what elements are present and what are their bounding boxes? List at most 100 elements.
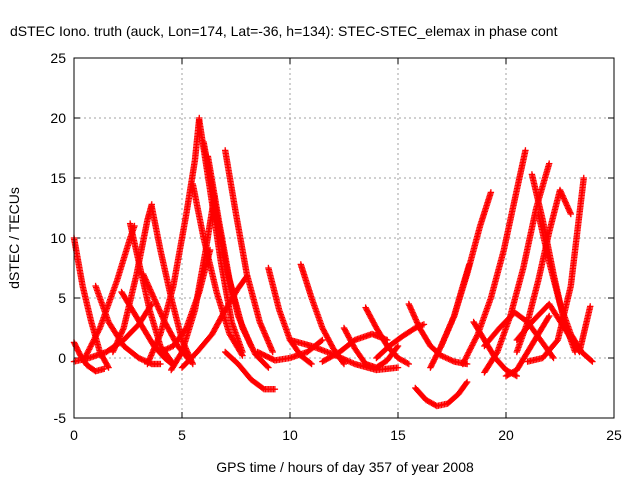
plot-frame bbox=[73, 57, 615, 419]
data-series bbox=[178, 273, 250, 371]
data-series bbox=[118, 288, 177, 369]
data-series bbox=[412, 378, 471, 410]
data-point-trail bbox=[567, 176, 587, 288]
data-point-trail bbox=[87, 349, 109, 361]
x-tick-label: 20 bbox=[498, 427, 514, 443]
data-point-trail bbox=[319, 326, 336, 351]
data-point-trail bbox=[233, 212, 250, 276]
y-tick-label: 0 bbox=[58, 350, 66, 366]
data-point-trail bbox=[374, 364, 400, 374]
x-tick-label: 0 bbox=[70, 427, 78, 443]
data-point-trail bbox=[435, 400, 450, 409]
data-series bbox=[297, 261, 348, 368]
data-point-trail bbox=[209, 308, 228, 336]
data-series bbox=[438, 261, 473, 350]
data-point-trail bbox=[150, 360, 163, 368]
data-point-trail bbox=[471, 320, 487, 342]
data-series bbox=[157, 246, 214, 356]
data-point-trail bbox=[79, 284, 95, 324]
data-point-trail bbox=[363, 361, 379, 371]
data-point-trail bbox=[353, 331, 374, 343]
data-point-trail bbox=[168, 350, 185, 372]
data-point-trail bbox=[222, 148, 239, 216]
data-series bbox=[513, 300, 594, 356]
data-point-trail bbox=[110, 326, 127, 354]
data-point-trail bbox=[439, 353, 456, 365]
data-point-trail bbox=[229, 320, 246, 354]
data-point-trail bbox=[273, 355, 292, 364]
data-point-trail bbox=[456, 380, 470, 396]
data-point-trail bbox=[507, 266, 527, 318]
data-point-trail bbox=[561, 326, 582, 354]
data-point-trail bbox=[533, 161, 552, 210]
data-marks bbox=[70, 114, 596, 410]
data-point-trail bbox=[417, 326, 433, 348]
data-point-trail bbox=[144, 332, 163, 366]
data-point-trail bbox=[460, 332, 481, 366]
data-point-trail bbox=[170, 212, 190, 288]
data-point-trail bbox=[406, 302, 423, 330]
data-point-trail bbox=[140, 326, 157, 348]
data-point-trail bbox=[555, 284, 574, 342]
data-point-trail bbox=[460, 262, 473, 288]
data-series bbox=[70, 339, 108, 375]
data-point-trail bbox=[514, 350, 531, 372]
data-series bbox=[222, 348, 279, 393]
data-point bbox=[81, 354, 88, 362]
data-point-trail bbox=[370, 331, 390, 343]
data-point-trail bbox=[477, 190, 494, 228]
data-point-trail bbox=[492, 355, 509, 373]
data-point-trail bbox=[529, 301, 552, 325]
data-point-trail bbox=[488, 248, 507, 300]
data-point-trail bbox=[451, 284, 466, 318]
data-point-trail bbox=[227, 332, 245, 358]
data-point-trail bbox=[546, 260, 563, 306]
data-point-trail bbox=[114, 236, 133, 282]
data-point-trail bbox=[255, 349, 277, 363]
data-point-trail bbox=[121, 343, 141, 361]
data-point bbox=[459, 360, 466, 368]
data-point-trail bbox=[235, 274, 250, 291]
data-point-trail bbox=[183, 290, 202, 330]
data-point-trail bbox=[298, 262, 315, 300]
data-point-trail bbox=[512, 310, 530, 325]
data-point-trail bbox=[374, 358, 390, 370]
data-point-trail bbox=[538, 338, 556, 360]
data-point-trail bbox=[196, 248, 213, 294]
y-tick-label: 5 bbox=[58, 290, 66, 306]
data-point-trail bbox=[93, 366, 106, 374]
data-point-trail bbox=[352, 346, 368, 366]
data-point-trail bbox=[482, 326, 502, 348]
data-point-trail bbox=[387, 334, 405, 349]
data-point-trail bbox=[223, 349, 241, 367]
data-point-trail bbox=[475, 296, 494, 336]
data-point bbox=[157, 348, 164, 356]
y-axis-label: dSTEC / TECUs bbox=[6, 187, 22, 289]
data-series bbox=[340, 324, 402, 371]
data-point-trail bbox=[525, 320, 543, 342]
data-point-trail bbox=[576, 304, 594, 354]
data-point-trail bbox=[257, 320, 276, 354]
data-point-trail bbox=[497, 310, 517, 331]
data-point-trail bbox=[202, 194, 218, 252]
data-point-trail bbox=[183, 158, 198, 216]
data-point-trail bbox=[396, 355, 411, 367]
data-point-trail bbox=[235, 362, 254, 382]
data-point-trail bbox=[120, 272, 140, 330]
data-point-trail bbox=[413, 385, 429, 403]
data-point-trail bbox=[194, 332, 215, 354]
data-point-trail bbox=[71, 236, 86, 288]
data-point-trail bbox=[525, 355, 545, 365]
data-point-trail bbox=[71, 340, 84, 358]
data-point-trail bbox=[535, 314, 552, 336]
y-tick-label: -5 bbox=[54, 410, 67, 426]
x-tick-label: 10 bbox=[282, 427, 298, 443]
data-series bbox=[459, 147, 529, 368]
data-point-trail bbox=[215, 218, 233, 282]
x-axis-label: GPS time / hours of day 357 of year 2008 bbox=[216, 459, 474, 475]
data-point-trail bbox=[424, 397, 439, 409]
data-series bbox=[481, 309, 557, 362]
x-tick-label: 5 bbox=[178, 427, 186, 443]
